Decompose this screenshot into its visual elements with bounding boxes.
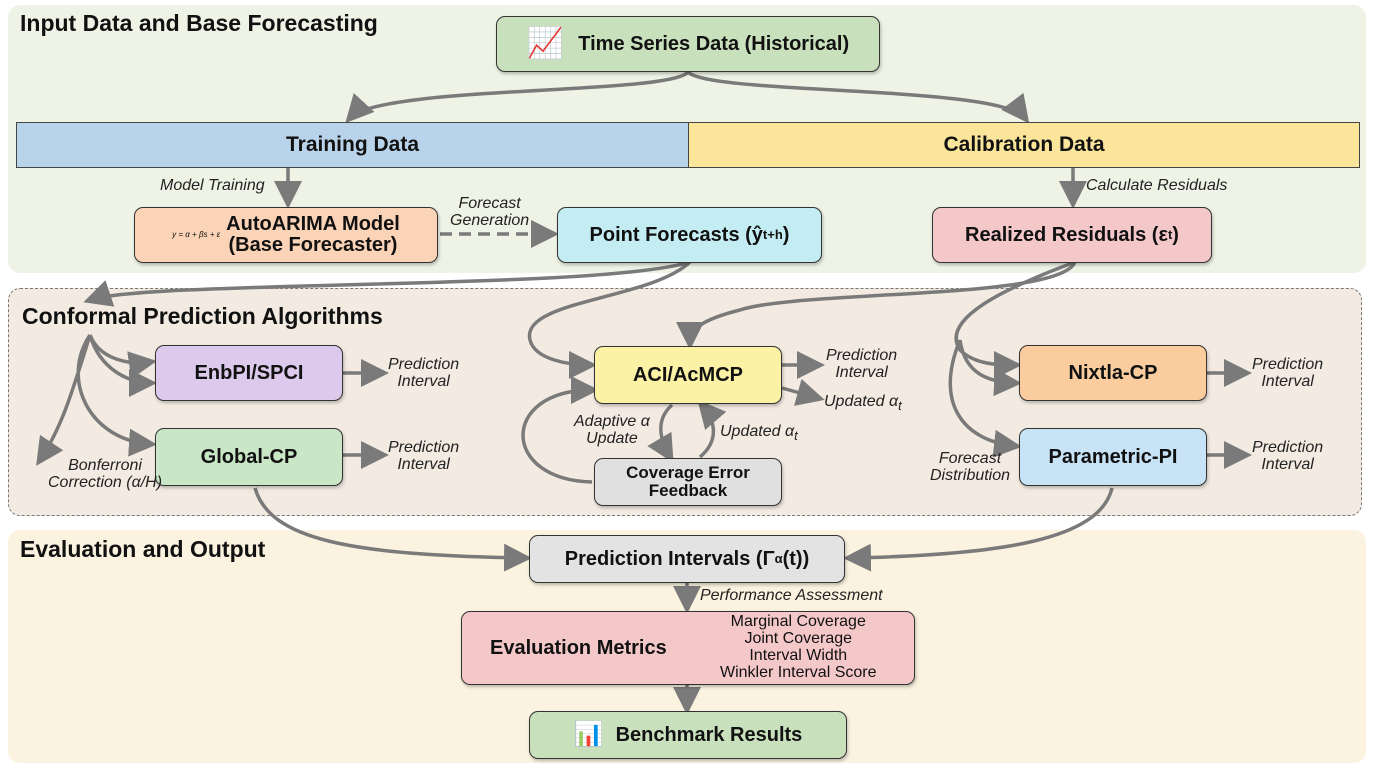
section-title-input: Input Data and Base Forecasting bbox=[20, 10, 378, 36]
prediction-interval-label-aci: Prediction Interval bbox=[826, 347, 898, 381]
parametric-pi-node: Parametric-PI bbox=[1019, 428, 1207, 486]
training-data-bar: Training Data bbox=[16, 122, 689, 168]
benchmark-results-node: 📊 Benchmark Results bbox=[529, 711, 847, 759]
line-chart-icon: 📈 bbox=[526, 27, 565, 61]
evaluation-metrics-title: Evaluation Metrics bbox=[490, 636, 667, 659]
enbpi-spci-node: EnbPI/SPCI bbox=[155, 345, 343, 401]
prediction-interval-label-parametric: Prediction Interval bbox=[1252, 439, 1324, 473]
bar-chart-icon: 📊 bbox=[573, 721, 604, 749]
bonferroni-correction-label: Bonferroni Correction (α/H) bbox=[48, 457, 163, 491]
forecast-distribution-label: Forecast Distribution bbox=[930, 450, 1011, 484]
model-training-label: Model Training bbox=[160, 177, 265, 194]
calibration-data-bar: Calibration Data bbox=[688, 122, 1360, 168]
prediction-interval-label-enbpi: Prediction Interval bbox=[388, 356, 460, 390]
prediction-intervals-node: Prediction Intervals (Γ α (t)) bbox=[529, 535, 845, 583]
updated-alpha-label-feedback: Updated αt bbox=[720, 423, 798, 444]
autoarima-model-node: y = α + βs + ε AutoARIMA Model (Base Fore… bbox=[134, 207, 438, 263]
nixtla-cp-node: Nixtla-CP bbox=[1019, 345, 1207, 401]
realized-residuals-node: Realized Residuals (ε t) bbox=[932, 207, 1212, 263]
section-title-evaluation: Evaluation and Output bbox=[20, 536, 266, 562]
metrics-list: Marginal Coverage Joint Coverage Interval … bbox=[720, 613, 877, 681]
benchmark-label: Benchmark Results bbox=[615, 723, 803, 746]
arima-formula: y = α + βs + ε bbox=[172, 229, 221, 239]
autoarima-title: AutoARIMA Model bbox=[226, 213, 400, 235]
autoarima-subtitle: (Base Forecaster) bbox=[228, 234, 398, 256]
section-title-conformal: Conformal Prediction Algorithms bbox=[22, 303, 383, 329]
adaptive-alpha-update-label: Adaptive α Update bbox=[574, 413, 650, 447]
updated-alpha-label-aci: Updated αt bbox=[824, 393, 902, 414]
prediction-interval-label-nixtla: Prediction Interval bbox=[1252, 356, 1324, 390]
calculate-residuals-label: Calculate Residuals bbox=[1086, 177, 1228, 194]
performance-assessment-label: Performance Assessment bbox=[700, 587, 883, 604]
time-series-data-node: 📈 Time Series Data (Historical) bbox=[496, 16, 880, 72]
aci-acmcp-node: ACI/AcMCP bbox=[594, 346, 782, 404]
prediction-interval-label-global: Prediction Interval bbox=[388, 439, 460, 473]
coverage-error-feedback-node: Coverage Error Feedback bbox=[594, 458, 782, 506]
global-cp-node: Global-CP bbox=[155, 428, 343, 486]
forecast-generation-label: Forecast Generation bbox=[450, 195, 530, 229]
point-forecasts-node: Point Forecasts (ŷ t+h) bbox=[557, 207, 822, 263]
evaluation-metrics-node: Evaluation Metrics Marginal Coverage Join… bbox=[461, 611, 915, 685]
time-series-label: Time Series Data (Historical) bbox=[578, 32, 850, 55]
